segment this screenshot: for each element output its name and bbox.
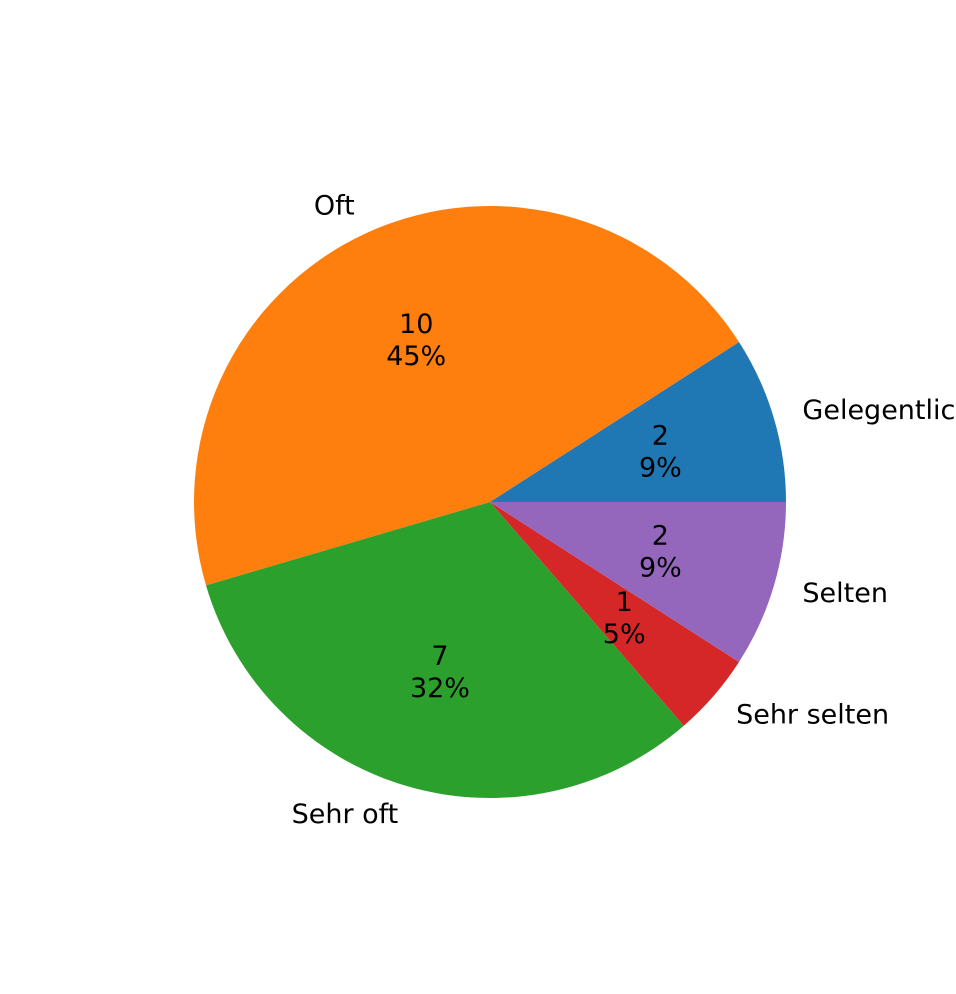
slice-label-selten: Selten (802, 578, 888, 609)
slice-label-gelegentlich: Gelegentlich (802, 395, 956, 426)
slice-percent-sehr-oft: 32% (410, 673, 470, 704)
slice-percent-selten: 9% (639, 553, 682, 584)
pie-slice-oft (194, 205, 740, 586)
pie-slice-sehr-selten (490, 502, 740, 726)
slice-count-gelegentlich: 2 (652, 420, 669, 451)
slice-percent-gelegentlich: 9% (639, 452, 682, 483)
slice-count-sehr-oft: 7 (431, 641, 448, 672)
pie-slices (194, 205, 787, 799)
slice-percent-oft: 45% (386, 341, 446, 372)
pie-slice-sehr-oft (205, 502, 684, 799)
slice-label-sehr-oft: Sehr oft (292, 799, 399, 830)
slice-percent-sehr-selten: 5% (603, 619, 646, 650)
slice-label-oft: Oft (314, 190, 355, 221)
slice-count-oft: 10 (399, 309, 433, 340)
slice-count-sehr-selten: 1 (616, 587, 633, 618)
slice-label-sehr-selten: Sehr selten (736, 700, 889, 731)
slice-count-selten: 2 (652, 521, 669, 552)
pie-slice-gelegentlich (490, 341, 786, 502)
pie-slice-selten (490, 502, 787, 663)
